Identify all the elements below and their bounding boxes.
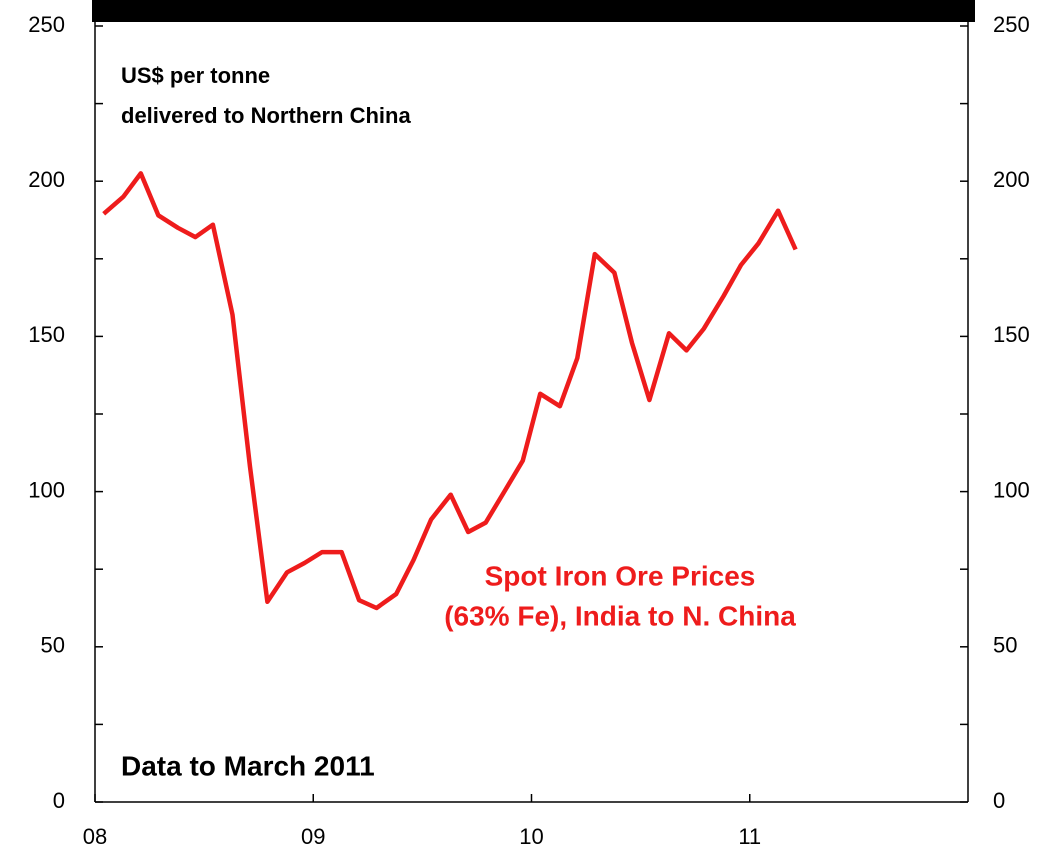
y-tick-label: 100 bbox=[28, 477, 65, 502]
note: Data to March 2011 bbox=[121, 750, 375, 781]
series-label: (63% Fe), India to N. China bbox=[444, 600, 796, 631]
y2-tick-label: 150 bbox=[993, 322, 1030, 347]
y-axis-label: US$ per tonne bbox=[121, 63, 270, 88]
y-tick-label: 200 bbox=[28, 167, 65, 192]
series-label: Spot Iron Ore Prices bbox=[485, 560, 756, 591]
y2-tick-label: 50 bbox=[993, 633, 1017, 658]
y-axis-label: delivered to Northern China bbox=[121, 103, 411, 128]
x-tick-label: 09 bbox=[301, 824, 325, 849]
y2-tick-label: 100 bbox=[993, 477, 1030, 502]
y2-tick-label: 250 bbox=[993, 12, 1030, 37]
y2-tick-label: 200 bbox=[993, 167, 1030, 192]
x-tick-label: 10 bbox=[519, 824, 543, 849]
x-tick-label: 08 bbox=[83, 824, 107, 849]
y-tick-label: 50 bbox=[41, 633, 65, 658]
y2-tick-label: 0 bbox=[993, 788, 1005, 813]
y-tick-label: 250 bbox=[28, 12, 65, 37]
header-bar bbox=[92, 0, 975, 22]
y-tick-label: 150 bbox=[28, 322, 65, 347]
y-tick-label: 0 bbox=[53, 788, 65, 813]
line bbox=[102, 171, 798, 611]
x-tick-label: 11 bbox=[738, 824, 761, 849]
